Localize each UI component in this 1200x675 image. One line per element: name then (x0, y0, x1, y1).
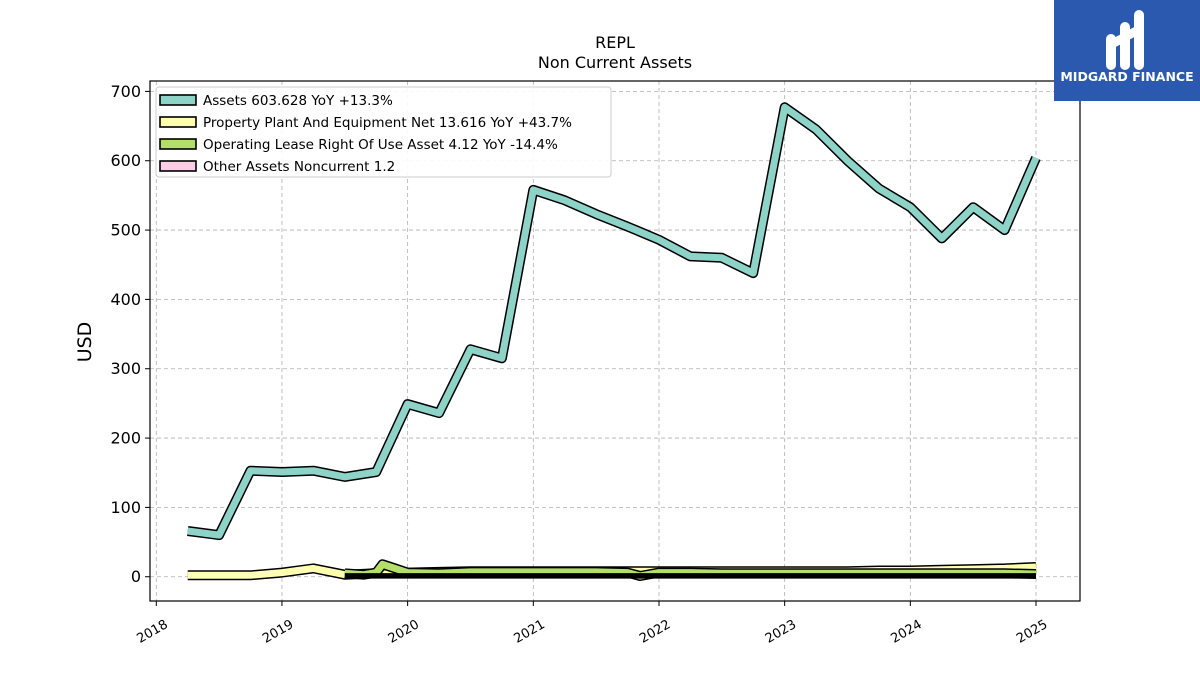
y-tick-label: 0 (131, 567, 141, 586)
legend-swatch (159, 138, 197, 150)
legend-box (155, 86, 612, 178)
legend-swatch (159, 160, 197, 172)
series-lines (187, 102, 1041, 581)
legend-entry-label: Other Assets Noncurrent 1.2 (203, 159, 395, 175)
chart-title: REPL (595, 33, 635, 52)
y-axis-ticks: 0 100 200 300 400 500 600 700 (110, 82, 150, 586)
logo-mark-icon (1106, 10, 1144, 70)
y-tick-label: 200 (110, 429, 141, 448)
logo-text: MIDGARD FINANCE (1060, 69, 1193, 84)
legend: Assets 603.628 YoY +13.3% Property Plant … (155, 86, 612, 178)
grid (150, 81, 1080, 601)
y-tick-label: 300 (110, 359, 141, 378)
legend-entry-label: Assets 603.628 YoY +13.3% (203, 93, 393, 109)
legend-swatch (159, 94, 197, 106)
y-axis-label: USD (74, 322, 96, 363)
y-tick-label: 700 (110, 82, 141, 101)
y-tick-label: 500 (110, 221, 141, 240)
y-tick-label: 600 (110, 151, 141, 170)
y-tick-label: 100 (110, 498, 141, 517)
plot-frame (149, 80, 1081, 602)
legend-swatch (159, 116, 197, 128)
legend-entry-label: Operating Lease Right Of Use Asset 4.12 … (203, 137, 558, 153)
y-tick-label: 400 (110, 290, 141, 309)
logo: MIDGARD FINANCE (1054, 0, 1200, 101)
legend-entry-label: Property Plant And Equipment Net 13.616 … (203, 115, 572, 131)
chart-subtitle: Non Current Assets (538, 53, 692, 72)
series-line (187, 103, 1040, 539)
